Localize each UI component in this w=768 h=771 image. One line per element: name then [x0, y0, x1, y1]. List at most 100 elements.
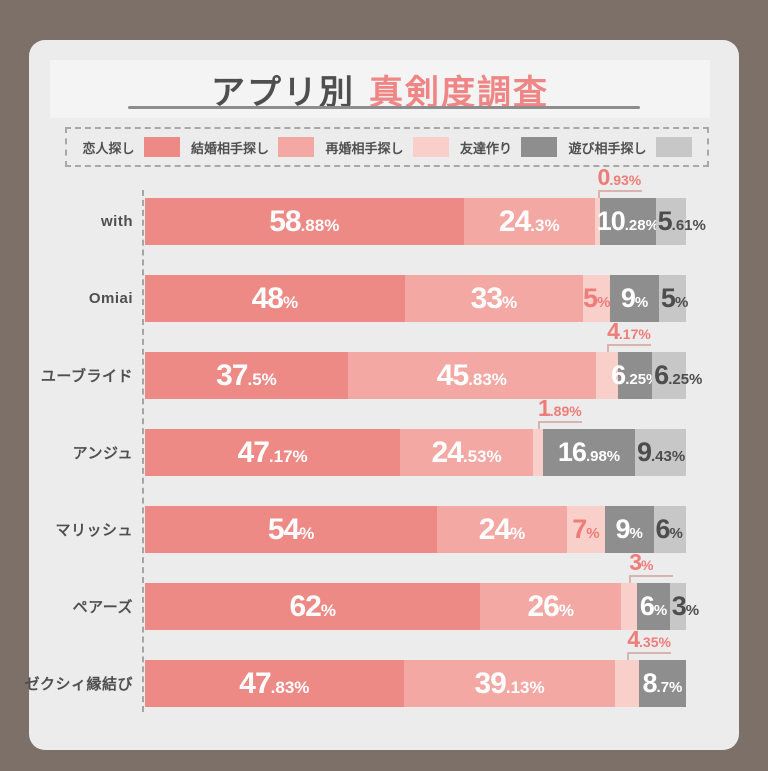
stacked-bar: 62% 26% 3% 6% 3% [145, 551, 699, 630]
chart-row: ペアーズ 62% 26% 3% 6% 3% [29, 551, 739, 630]
bar-segment: 3% [669, 583, 699, 630]
bar-segment [595, 352, 619, 399]
callout-value-label: 4.35% [627, 626, 671, 652]
value-label: 6% [639, 591, 668, 621]
value-label: 6% [655, 514, 683, 544]
callout-bracket [538, 421, 582, 429]
category-label: ペアーズ [72, 599, 133, 616]
bar-segment: 48% [145, 275, 405, 322]
bar-segment: 24.53% [400, 429, 533, 476]
value-label: 6.25% [611, 360, 660, 390]
bar-segment: 54% [145, 506, 438, 553]
stacked-bar: 47.83% 39.13% 4.35% 8.7% [145, 628, 686, 707]
stacked-bar: 47.17% 24.53% 1.89% 16.98% 9.43% [145, 397, 686, 476]
bar-segment: 10.28% [596, 198, 659, 245]
callout-value-label: 3% [629, 549, 654, 575]
bar-segment: 16.98% [543, 429, 635, 476]
bar-segment: 58.88% [145, 198, 464, 245]
bar-segment [621, 583, 638, 630]
value-label: 62% [289, 589, 336, 623]
bar-segment: 9.43% [634, 429, 686, 476]
chart-row: Omiai 48% 33% 5% 9% 5% [29, 275, 739, 322]
bar-segment: 47.83% [145, 660, 404, 707]
bar-segment: 6% [653, 506, 686, 553]
legend-item: 再婚相手探し [325, 137, 449, 157]
value-label: 24.3% [498, 204, 560, 238]
bar-segment: 5.61% [655, 198, 706, 245]
category-label: Omiai [88, 290, 133, 307]
value-label: 26% [527, 589, 574, 623]
bar-segment: 9% [610, 275, 659, 322]
bar-segment: 8.7% [638, 660, 686, 707]
value-label: 5% [583, 283, 611, 313]
category-label: ゼクシィ縁結び [24, 676, 133, 693]
value-label: 47.83% [239, 666, 310, 700]
bar-segment: 9% [604, 506, 654, 553]
chart-row: マリッシュ 54% 24% 7% 9% 6% [29, 506, 739, 553]
bar-segment: 7% [566, 506, 605, 553]
legend: 恋人探し 結婚相手探し 再婚相手探し 友達作り 遊び相手探し [65, 127, 709, 167]
callout-value-label: 1.89% [538, 395, 582, 421]
value-label: 10.28% [596, 206, 659, 236]
legend-swatch [655, 137, 692, 157]
bar-segment: 39.13% [403, 660, 616, 707]
bar-segment: 26% [480, 583, 622, 630]
value-label: 54% [267, 512, 315, 546]
title-part-pink: 真剣度調査 [369, 73, 549, 112]
category-label: マリッシュ [55, 522, 133, 539]
value-label: 45.83% [436, 358, 507, 392]
legend-item-label: 結婚相手探し [190, 140, 269, 156]
value-label: 6.25% [654, 360, 703, 390]
callout-bracket [629, 575, 674, 583]
bar-segment: 62% [145, 583, 481, 630]
legend-swatch [143, 137, 180, 157]
chart-row: ゼクシィ縁結び 47.83% 39.13% 4.35% 8.7% [24, 628, 739, 707]
legend-item-label: 友達作り [459, 140, 512, 156]
bar-segment: 47.17% [145, 429, 401, 476]
callout-bracket [597, 190, 642, 198]
value-label: 24.53% [431, 435, 502, 469]
value-label: 5% [660, 283, 689, 313]
value-label: 9% [615, 514, 643, 544]
value-label: 3% [671, 591, 700, 621]
value-label: 9% [620, 283, 649, 313]
value-label: 5.61% [657, 206, 706, 236]
legend-swatch [412, 137, 449, 157]
legend-swatch [521, 137, 557, 157]
infographic-panel: アプリ別 真剣度調査 恋人探し 結婚相手探し 再婚相手探し 友達作り 遊び相手探し wit… [24, 40, 739, 750]
legend-item: 恋人探し [82, 137, 180, 157]
legend-item: 結婚相手探し [191, 137, 314, 157]
value-label: 47.17% [237, 435, 308, 469]
callout-value-label: 0.93% [597, 164, 642, 190]
legend-item-label: 遊び相手探し [568, 140, 647, 156]
bar-segment [594, 198, 601, 245]
bar-segment: 24.3% [463, 198, 595, 245]
bar-segment: 33% [404, 275, 584, 322]
bar-segment: 6% [637, 583, 670, 630]
legend-swatch [278, 137, 314, 157]
bar-segment [532, 429, 544, 476]
title-underline [128, 106, 640, 109]
bar-segment: 6.25% [611, 352, 659, 399]
value-label: 33% [470, 281, 518, 315]
stacked-bar: 37.5% 45.83% 4.17% 6.25% 6.25% [145, 320, 702, 399]
value-label: 9.43% [636, 437, 686, 467]
axis-line [142, 190, 144, 712]
legend-item-label: 再婚相手探し [325, 140, 404, 156]
stacked-bar: 48% 33% 5% 9% 5% [145, 275, 689, 322]
callout-bracket [627, 652, 672, 660]
value-label: 58.88% [269, 204, 340, 238]
stacked-bar: 58.88% 24.3% 0.93% 10.28% 5.61% [145, 166, 706, 245]
bar-segment: 5% [583, 275, 610, 322]
bar-segment: 45.83% [347, 352, 596, 399]
bar-segment: 24% [437, 506, 567, 553]
value-label: 37.5% [216, 358, 277, 392]
callout-value-label: 4.17% [607, 318, 651, 344]
stacked-bar-chart: with 58.88% 24.3% 0.93% 10.28% 5.61% Omiai 48% 3… [24, 40, 739, 750]
bar-segment: 5% [658, 275, 689, 322]
value-label: 48% [251, 281, 299, 315]
chart-row: アンジュ 47.17% 24.53% 1.89% 16.98% 9.43% [29, 397, 739, 476]
callout-bracket [607, 344, 652, 352]
value-label: 39.13% [474, 666, 545, 700]
